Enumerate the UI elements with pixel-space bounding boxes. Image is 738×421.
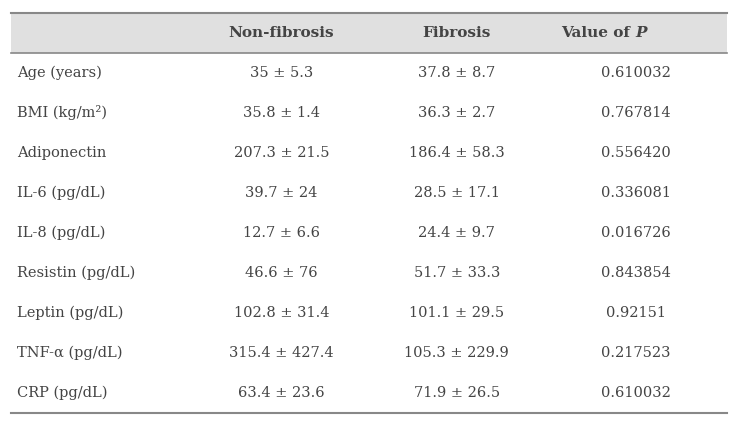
Text: 0.843854: 0.843854: [601, 266, 671, 280]
Text: 207.3 ± 21.5: 207.3 ± 21.5: [233, 146, 329, 160]
Text: 101.1 ± 29.5: 101.1 ± 29.5: [409, 306, 504, 320]
Text: 51.7 ± 33.3: 51.7 ± 33.3: [413, 266, 500, 280]
Text: CRP (pg/dL): CRP (pg/dL): [17, 385, 108, 400]
Text: 186.4 ± 58.3: 186.4 ± 58.3: [409, 146, 505, 160]
Text: 0.767814: 0.767814: [601, 106, 670, 120]
Text: 12.7 ± 6.6: 12.7 ± 6.6: [243, 226, 320, 240]
Text: Non-fibrosis: Non-fibrosis: [229, 26, 334, 40]
Text: 39.7 ± 24: 39.7 ± 24: [245, 186, 317, 200]
Text: IL-8 (pg/dL): IL-8 (pg/dL): [17, 225, 106, 240]
Text: 71.9 ± 26.5: 71.9 ± 26.5: [413, 386, 500, 400]
Text: 37.8 ± 8.7: 37.8 ± 8.7: [418, 66, 495, 80]
Text: Leptin (pg/dL): Leptin (pg/dL): [17, 305, 123, 320]
Text: IL-6 (pg/dL): IL-6 (pg/dL): [17, 185, 106, 200]
Text: 105.3 ± 229.9: 105.3 ± 229.9: [404, 346, 509, 360]
Text: 0.610032: 0.610032: [601, 386, 671, 400]
Text: 0.016726: 0.016726: [601, 226, 671, 240]
Text: Fibrosis: Fibrosis: [423, 26, 491, 40]
Text: 0.92151: 0.92151: [606, 306, 666, 320]
Text: 315.4 ± 427.4: 315.4 ± 427.4: [229, 346, 334, 360]
Text: TNF-α (pg/dL): TNF-α (pg/dL): [17, 345, 123, 360]
Text: 0.610032: 0.610032: [601, 66, 671, 80]
Text: 0.336081: 0.336081: [601, 186, 671, 200]
Text: 46.6 ± 76: 46.6 ± 76: [245, 266, 317, 280]
Text: 0.556420: 0.556420: [601, 146, 671, 160]
Text: 102.8 ± 31.4: 102.8 ± 31.4: [233, 306, 329, 320]
Text: BMI (kg/m²): BMI (kg/m²): [17, 105, 107, 120]
Text: 24.4 ± 9.7: 24.4 ± 9.7: [418, 226, 495, 240]
Text: 35.8 ± 1.4: 35.8 ± 1.4: [243, 106, 320, 120]
Text: ​P: ​P: [635, 26, 647, 40]
Text: 35 ± 5.3: 35 ± 5.3: [249, 66, 313, 80]
Bar: [11, 13, 727, 53]
Text: 36.3 ± 2.7: 36.3 ± 2.7: [418, 106, 495, 120]
Text: 0.217523: 0.217523: [601, 346, 670, 360]
Text: Age (years): Age (years): [17, 65, 102, 80]
Text: Adiponectin: Adiponectin: [17, 146, 106, 160]
Text: Resistin (pg/dL): Resistin (pg/dL): [17, 265, 135, 280]
Text: 28.5 ± 17.1: 28.5 ± 17.1: [414, 186, 500, 200]
Text: 63.4 ± 23.6: 63.4 ± 23.6: [238, 386, 325, 400]
Text: Value of: Value of: [562, 26, 635, 40]
